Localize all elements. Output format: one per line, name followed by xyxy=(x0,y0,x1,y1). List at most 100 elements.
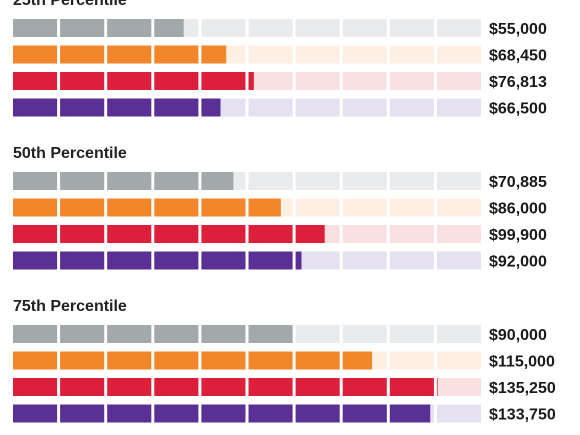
bar-track-segment xyxy=(342,225,387,243)
bar-value-label: $133,750 xyxy=(489,407,556,424)
bar-fill-segment xyxy=(154,45,199,64)
bar-fill-segment xyxy=(60,225,105,243)
bar-fill-segment xyxy=(248,351,293,370)
bar-track-segment xyxy=(342,325,387,343)
bar-track-segment xyxy=(248,172,293,190)
bar-fill-segment xyxy=(389,404,431,423)
bar-track-segment xyxy=(342,98,387,117)
bar-track-segment xyxy=(342,198,387,217)
bar-fill-segment xyxy=(201,251,246,270)
bar-value-label: $70,885 xyxy=(489,174,547,191)
bar-track-segment xyxy=(389,325,434,343)
bar-fill-segment xyxy=(342,378,387,396)
bar-fill-segment xyxy=(295,351,340,370)
bar-fill-segment xyxy=(60,325,105,343)
bar-track-segment xyxy=(248,98,293,117)
bar-fill-segment xyxy=(154,404,199,423)
bar-fill-segment xyxy=(13,225,58,243)
bar-fill-segment xyxy=(248,378,293,396)
bar-track-segment xyxy=(295,45,340,64)
bar-fill-segment xyxy=(436,378,438,396)
bar-fill-segment xyxy=(389,378,434,396)
bar-fill-segment xyxy=(107,325,152,343)
bar-row: $76,813 xyxy=(13,72,547,91)
bar-fill-segment xyxy=(248,404,293,423)
bar-fill-segment xyxy=(13,19,58,37)
group-title: 50th Percentile xyxy=(13,145,127,162)
percentile-group-2: 50th Percentile $70,885 $86,000 $99,900 $92,… xyxy=(13,145,547,271)
bar-track-segment xyxy=(389,19,434,37)
bar-track-segment xyxy=(436,404,481,423)
bar-value-label: $90,000 xyxy=(489,327,547,344)
bar-row: $135,250 xyxy=(13,378,556,397)
bar-fill-segment xyxy=(248,72,254,90)
bar-fill-segment xyxy=(295,225,325,243)
bar-track-segment xyxy=(389,98,434,117)
group-title: 25th Percentile xyxy=(13,0,127,9)
bar-fill-segment xyxy=(201,325,246,343)
bar-fill-segment xyxy=(154,198,199,217)
bar-track-segment xyxy=(342,19,387,37)
bar-track-segment xyxy=(436,378,481,396)
bar-track-segment xyxy=(436,98,481,117)
bar-row: $68,450 xyxy=(13,45,547,65)
bar-fill-segment xyxy=(107,45,152,64)
bar-value-label: $68,450 xyxy=(489,48,547,65)
bar-fill-segment xyxy=(60,251,105,270)
bar-fill-segment xyxy=(60,45,105,64)
bar-row: $66,500 xyxy=(13,98,547,118)
bar-fill-segment xyxy=(154,251,199,270)
bar-fill-segment xyxy=(13,325,58,343)
bar-fill-segment xyxy=(201,72,246,90)
bar-fill-segment xyxy=(248,325,293,343)
percentile-group-3: 75th Percentile $90,000 $115,000 $135,250 $1… xyxy=(13,298,556,424)
bar-fill-segment xyxy=(201,45,227,64)
bar-track-segment xyxy=(295,72,340,90)
bar-fill-segment xyxy=(13,378,58,396)
bar-fill-segment xyxy=(60,404,105,423)
bar-track-segment xyxy=(436,351,481,370)
bar-fill-segment xyxy=(107,198,152,217)
bar-fill-segment xyxy=(154,225,199,243)
bar-track-segment xyxy=(389,351,434,370)
bar-track-segment xyxy=(342,72,387,90)
bar-fill-segment xyxy=(342,351,373,370)
percentile-group-1: 25th Percentile $55,000 $68,450 $76,813 $66,… xyxy=(13,0,547,118)
bar-row: $90,000 xyxy=(13,325,547,344)
bar-row: $70,885 xyxy=(13,172,547,191)
bar-fill-segment xyxy=(154,325,199,343)
bar-value-label: $76,813 xyxy=(489,74,547,91)
bar-fill-segment xyxy=(13,251,58,270)
bar-track-segment xyxy=(389,45,434,64)
bar-track-segment xyxy=(295,98,340,117)
bar-fill-segment xyxy=(60,72,105,90)
bar-track-segment xyxy=(295,172,340,190)
bar-fill-segment xyxy=(60,378,105,396)
bar-row: $115,000 xyxy=(13,351,555,371)
bar-fill-segment xyxy=(60,351,105,370)
bar-fill-segment xyxy=(107,378,152,396)
bar-fill-segment xyxy=(201,404,246,423)
bar-track-segment xyxy=(248,19,293,37)
bar-track-segment xyxy=(389,251,434,270)
bar-track-segment xyxy=(436,172,481,190)
bar-track-segment xyxy=(389,198,434,217)
bar-track-segment xyxy=(389,225,434,243)
bar-fill-segment xyxy=(13,172,58,190)
bar-fill-segment xyxy=(107,225,152,243)
bar-value-label: $115,000 xyxy=(489,354,555,371)
bar-track-segment xyxy=(436,72,481,90)
bar-value-label: $99,900 xyxy=(489,227,547,244)
bar-fill-segment xyxy=(295,378,340,396)
bar-fill-segment xyxy=(13,404,58,423)
bar-fill-segment xyxy=(154,172,199,190)
bar-row: $55,000 xyxy=(13,19,547,38)
bar-fill-segment xyxy=(201,172,234,190)
bar-track-segment xyxy=(248,72,293,90)
bar-fill-segment xyxy=(201,378,246,396)
bar-track-segment xyxy=(436,19,481,37)
bar-track-segment xyxy=(436,225,481,243)
bar-row: $92,000 xyxy=(13,251,547,271)
bar-fill-segment xyxy=(154,19,184,37)
